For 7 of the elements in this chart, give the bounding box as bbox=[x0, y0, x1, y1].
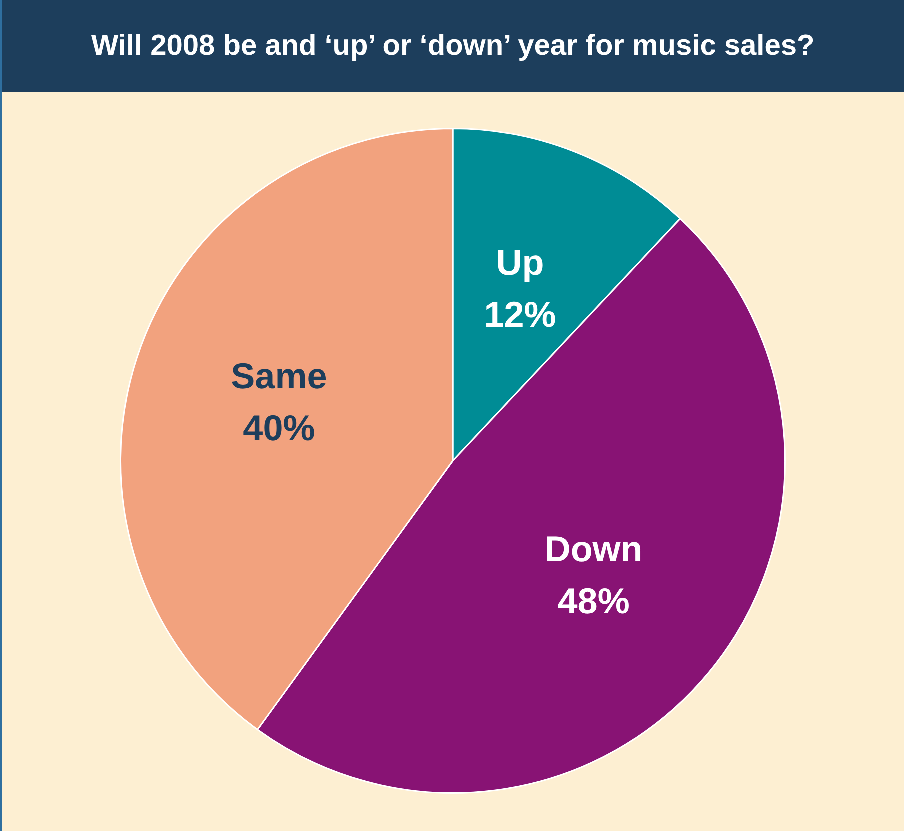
slice-label: Down bbox=[544, 528, 643, 570]
data-label: 12% bbox=[484, 294, 556, 336]
slice-label: Same bbox=[231, 355, 328, 396]
data-label: 40% bbox=[243, 407, 316, 448]
data-label: 48% bbox=[558, 580, 630, 622]
chart-title: Will 2008 be and ‘up’ or ‘down’ year for music sales? bbox=[2, 0, 904, 92]
slice-label: Up bbox=[496, 242, 544, 284]
